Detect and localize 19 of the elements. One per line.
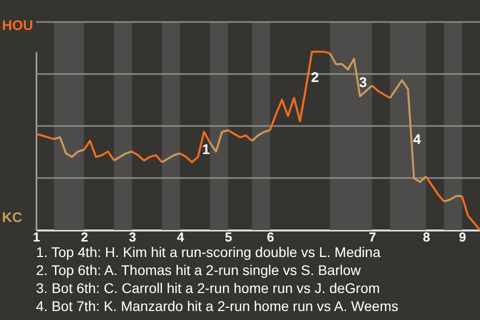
annotation: 2 <box>311 69 320 85</box>
x-tick-label: 1 <box>32 230 40 244</box>
x-tick-label: 2 <box>80 230 88 244</box>
x-tick-label: 3 <box>128 230 136 244</box>
text: 1. Top 4th: H. Kim hit a run-scoring double vs L. Medina <box>36 244 381 260</box>
x-tick-label: 7 <box>368 230 376 244</box>
text: 3. Bot 6th: C. Carroll hit a 2-run home run vs J. deGrom <box>36 280 380 296</box>
annotation: 3 <box>359 74 368 90</box>
text: 4. Bot 7th: K. Manzardo hit a 2-run home run vs A. Weems <box>36 298 398 314</box>
x-tick-label: 8 <box>422 230 430 244</box>
annotation: 4 <box>413 131 422 147</box>
text: 2. Top 6th: A. Thomas hit a 2-run single vs S. Barlow <box>36 262 362 278</box>
x-tick-label: 5 <box>224 230 232 244</box>
text: KC <box>2 209 22 225</box>
x-tick-label: 9 <box>458 230 466 244</box>
annotation: 1 <box>202 141 210 157</box>
x-tick-label: 6 <box>266 230 274 244</box>
x-tick-label: 4 <box>176 230 185 244</box>
text: HOU <box>2 17 34 33</box>
